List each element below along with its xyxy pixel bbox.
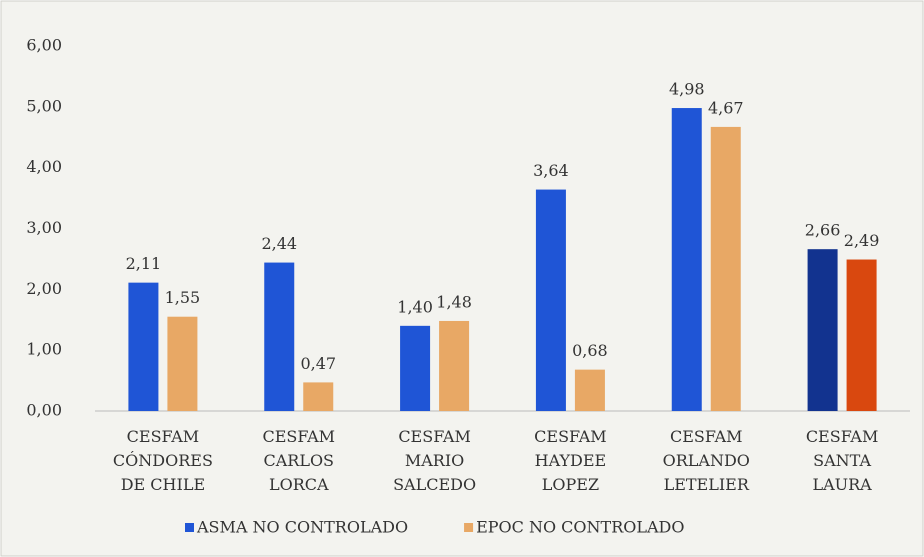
x-tick-label: CESFAM CÓNDORES DE CHILE: [113, 427, 213, 494]
x-tick-label: CESFAM SANTA LAURA: [806, 427, 879, 494]
bar: [128, 282, 159, 411]
data-label: 1,48: [436, 292, 472, 311]
data-label: 2,49: [844, 231, 880, 250]
y-tick-label: 3,00: [26, 218, 62, 237]
data-label: 0,47: [300, 354, 336, 373]
y-tick-label: 4,00: [26, 157, 62, 176]
bar: [574, 369, 605, 411]
data-label: 2,44: [261, 234, 297, 253]
data-label: 4,67: [708, 98, 744, 117]
bar: [167, 316, 198, 411]
bar: [671, 108, 702, 412]
y-tick-label: 2,00: [26, 279, 62, 298]
y-tick-label: 1,00: [26, 340, 62, 359]
x-tick-label: CESFAM ORLANDO LETELIER: [663, 427, 750, 494]
bar: [535, 189, 566, 411]
data-label: 1,40: [397, 297, 433, 316]
bar: [846, 259, 877, 411]
bar: [400, 325, 431, 411]
data-label: 1,55: [165, 288, 201, 307]
bar: [807, 249, 838, 411]
legend-label: EPOC NO CONTROLADO: [476, 518, 684, 537]
legend-label: ASMA NO CONTROLADO: [196, 518, 408, 537]
bar: [303, 382, 334, 411]
data-label: 3,64: [533, 161, 569, 180]
x-tick-label: CESFAM MARIO SALCEDO: [393, 427, 476, 494]
bar: [710, 126, 741, 412]
bar: [439, 320, 470, 411]
legend-swatch: [185, 523, 194, 532]
data-label: 2,66: [805, 221, 841, 240]
data-label: 2,11: [126, 254, 162, 273]
y-tick-label: 6,00: [26, 36, 62, 55]
x-tick-label: CESFAM HAYDEE LOPEZ: [534, 427, 607, 494]
bar: [264, 262, 295, 411]
y-tick-label: 0,00: [26, 401, 62, 420]
data-label: 0,68: [572, 341, 608, 360]
legend-swatch: [464, 523, 474, 532]
x-tick-label: CESFAM CARLOS LORCA: [262, 427, 335, 494]
y-tick-label: 5,00: [26, 96, 62, 115]
data-label: 4,98: [669, 80, 705, 99]
